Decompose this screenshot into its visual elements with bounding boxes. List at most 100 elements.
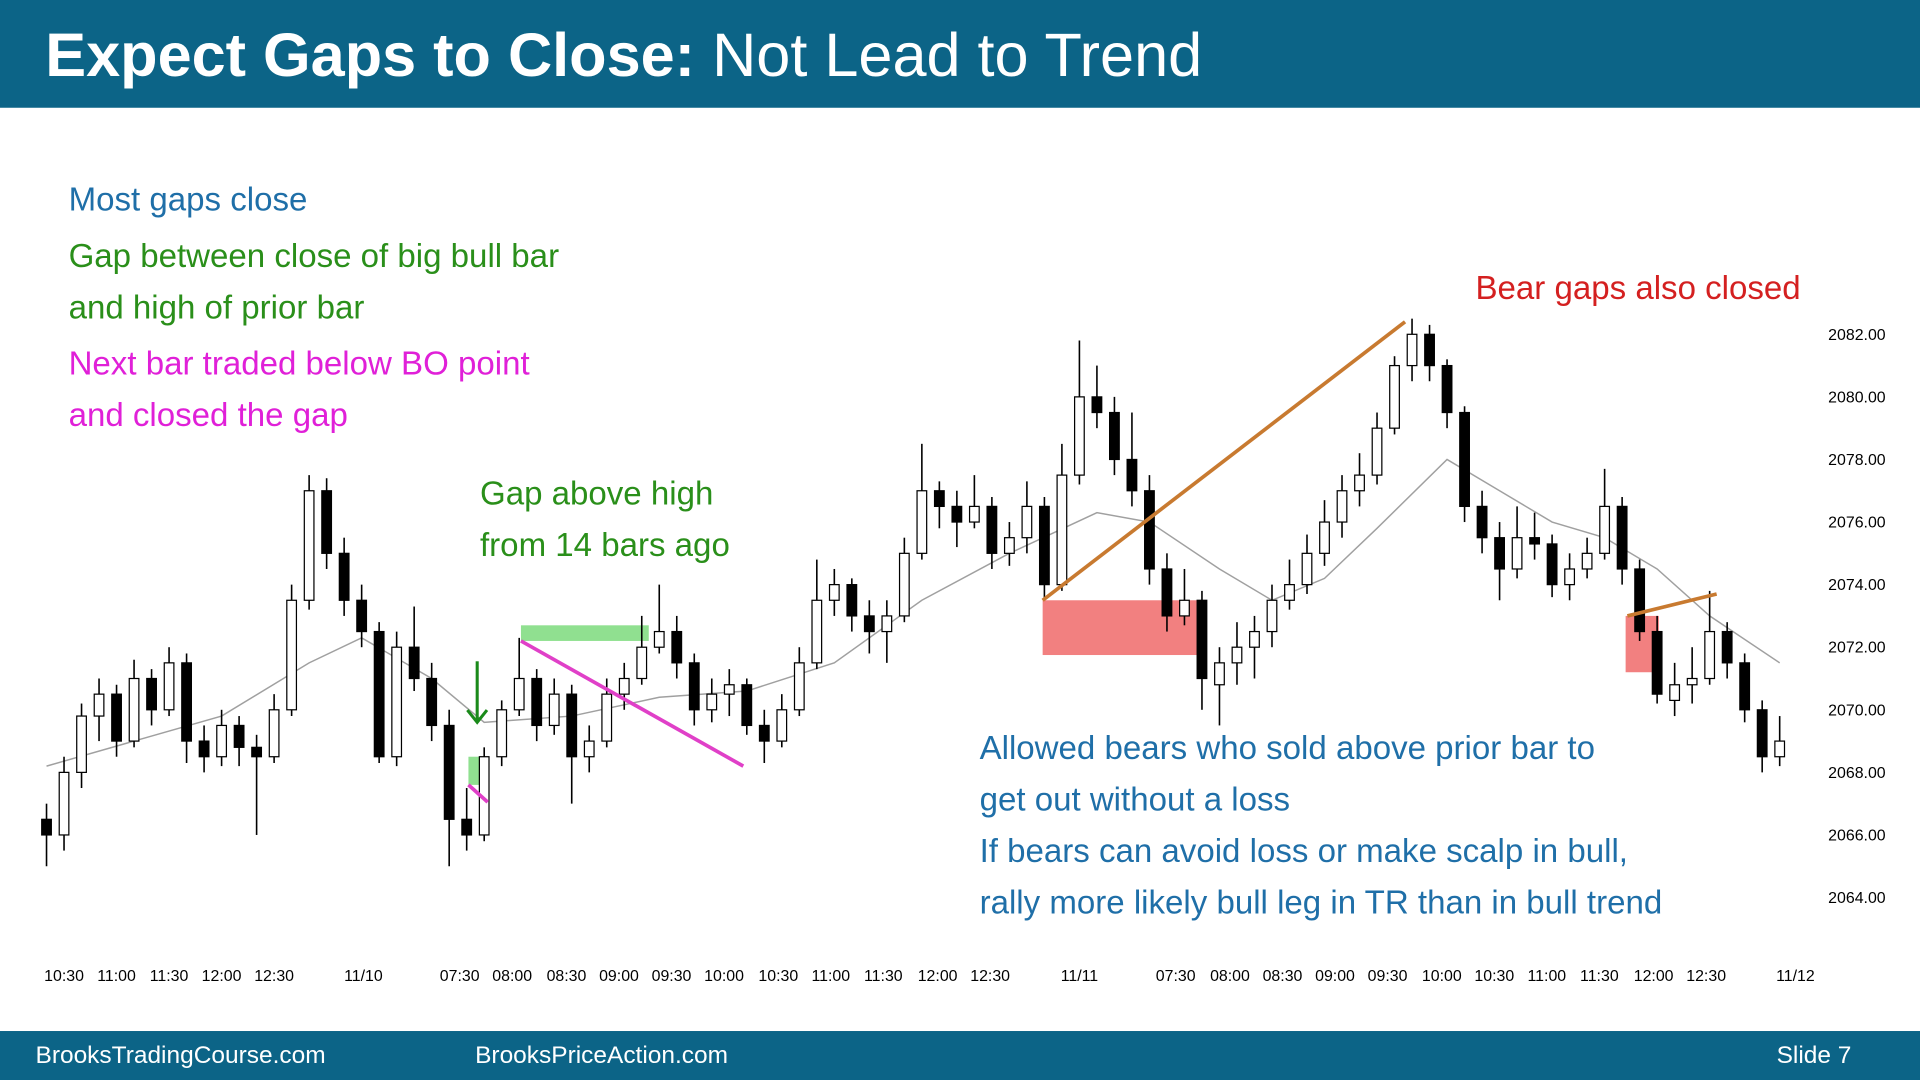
x-tick-label: 08:30 (547, 968, 587, 985)
x-tick-label: 11:30 (1580, 968, 1619, 985)
candle-body (1073, 396, 1085, 476)
annotation: Most gaps close (69, 182, 308, 219)
x-tick-label: 11/12 (1776, 968, 1815, 985)
candle-body (951, 505, 963, 523)
candle-body (1424, 333, 1435, 367)
candle-body (846, 584, 858, 617)
candle-body (618, 677, 630, 695)
candle-body (461, 818, 473, 836)
candle-body (863, 615, 875, 633)
candle-body (93, 693, 105, 717)
annotation-line: and high of prior bar (69, 289, 365, 326)
x-tick-label: 11/11 (1061, 968, 1099, 985)
x-tick-label: 08:30 (1263, 968, 1303, 985)
candle-body (933, 490, 945, 508)
trend-line (520, 639, 745, 768)
x-tick-label: 11:00 (97, 968, 136, 985)
candle-body (1266, 599, 1278, 633)
title-sub: Not Lead to Trend (712, 21, 1202, 89)
footer-left: BrooksTradingCourse.com (36, 1042, 326, 1069)
x-tick-label: 12:30 (970, 968, 1010, 985)
candle-body (1249, 630, 1260, 648)
footer-right: Slide 7 (1777, 1042, 1852, 1069)
candle-body (1476, 505, 1488, 539)
candle-body (1091, 396, 1103, 414)
candle-body (916, 490, 928, 554)
y-tick-label: 2080.00 (1828, 389, 1886, 406)
candle-body (1406, 333, 1418, 367)
candle-body (1371, 427, 1383, 476)
x-tick-label: 10:30 (1474, 968, 1514, 985)
y-tick-label: 2078.00 (1828, 452, 1886, 469)
annotation-line: from 14 bars ago (480, 527, 730, 564)
candle-body (776, 709, 788, 742)
trend-line (467, 783, 489, 804)
candle-body (146, 677, 157, 711)
y-tick-label: 2068.00 (1828, 765, 1886, 782)
moving-average (46, 458, 1781, 767)
candle-body (601, 693, 613, 742)
candle-body (1284, 584, 1295, 601)
candle-body (1721, 630, 1733, 664)
annotation: Allowed bears who sold above prior bar t… (980, 730, 1663, 921)
candle-body (1038, 505, 1050, 586)
candle-body (1056, 474, 1068, 586)
candle-body (1021, 505, 1033, 539)
candle-body (1301, 552, 1313, 586)
candle-body (828, 584, 840, 601)
candle-body (1214, 662, 1225, 686)
x-tick-label: 11:30 (864, 968, 903, 985)
footer-bar (0, 1031, 1920, 1080)
candle-body (1564, 568, 1576, 586)
plot: 2064.00 2066.00 2068.00 2070.00 2072.00 2074.… (41, 318, 1886, 985)
candle-body (128, 677, 140, 742)
candle-body (741, 684, 753, 727)
candle-body (251, 746, 263, 758)
candle-body (1494, 537, 1506, 570)
annotation-line: Bear gaps also closed (1476, 270, 1801, 307)
candle-body (671, 630, 683, 664)
title-main: Expect Gaps to Close: (45, 21, 695, 89)
x-tick-label: 12:30 (1686, 968, 1726, 985)
candle-body (1179, 599, 1190, 617)
slide-title: Expect Gaps to Close: Not Lead to Trend (45, 21, 1202, 89)
x-tick-label: 10:00 (1422, 968, 1462, 985)
annotation: Next bar traded below BO point and closed… (69, 346, 530, 434)
candle-body (426, 677, 438, 727)
candle-body (566, 693, 578, 758)
candle-body (1319, 521, 1330, 554)
candle-body (1704, 630, 1716, 680)
candle-body (881, 615, 893, 633)
candle-body (1529, 537, 1541, 545)
annotation-line: Gap above high (480, 475, 713, 512)
candle-body (1651, 630, 1663, 695)
candle-body (198, 740, 210, 758)
candle-body (321, 490, 333, 554)
candle-body (1686, 677, 1698, 686)
candle-body (1634, 568, 1646, 633)
candle-body (338, 552, 350, 601)
annotation: Gap above high from 14 bars ago (480, 475, 730, 563)
candle-body (1354, 474, 1365, 492)
x-tick-label: 12:00 (202, 968, 242, 985)
x-tick-label: 10:30 (44, 968, 84, 985)
x-tick-label: 07:30 (1156, 968, 1196, 985)
candle-body (391, 646, 403, 758)
candle-body (163, 662, 175, 711)
x-tick-label: 12:00 (1634, 968, 1674, 985)
y-tick-label: 2072.00 (1828, 640, 1886, 657)
x-tick-label: 11/10 (344, 968, 383, 985)
y-tick-label: 2070.00 (1828, 702, 1886, 719)
candle-body (1669, 684, 1681, 702)
x-tick-label: 08:00 (1210, 968, 1250, 985)
candle-body (1196, 599, 1208, 680)
candle-body (111, 693, 122, 742)
candle-body (1441, 364, 1453, 414)
y-tick-label: 2074.00 (1828, 577, 1886, 594)
gap-highlight (520, 625, 649, 641)
candle-body (1336, 490, 1348, 523)
y-tick-label: 2066.00 (1828, 827, 1886, 844)
candle-body (496, 709, 508, 758)
